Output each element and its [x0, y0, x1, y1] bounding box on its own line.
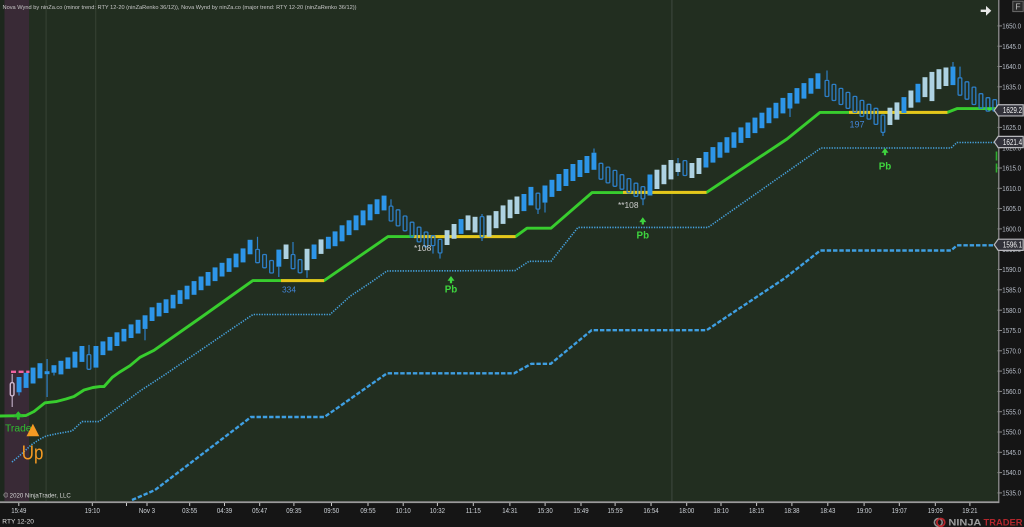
- svg-text:1560.0: 1560.0: [1002, 387, 1021, 396]
- svg-text:1555.0: 1555.0: [1002, 407, 1021, 416]
- svg-text:Nov 3: Nov 3: [139, 506, 155, 515]
- svg-text:04:39: 04:39: [217, 506, 232, 515]
- svg-text:15:59: 15:59: [608, 506, 623, 515]
- svg-text:1640.0: 1640.0: [1002, 62, 1021, 71]
- svg-text:Nova Wynd by ninZa.co (minor t: Nova Wynd by ninZa.co (minor trend: RTY …: [3, 5, 357, 11]
- svg-text:09:50: 09:50: [324, 506, 339, 515]
- svg-text:© 2020 NinjaTrader, LLC: © 2020 NinjaTrader, LLC: [4, 492, 72, 499]
- svg-text:18:43: 18:43: [820, 506, 835, 515]
- svg-text:Up: Up: [22, 443, 44, 465]
- svg-text:1585.0: 1585.0: [1002, 285, 1021, 294]
- svg-text:1610.0: 1610.0: [1002, 184, 1021, 193]
- svg-text:1605.0: 1605.0: [1002, 204, 1021, 213]
- svg-text:18:00: 18:00: [679, 506, 694, 515]
- svg-text:15:30: 15:30: [538, 506, 553, 515]
- svg-text:10:10: 10:10: [396, 506, 411, 515]
- svg-text:Pb: Pb: [637, 230, 650, 241]
- svg-text:05:47: 05:47: [252, 506, 267, 515]
- svg-text:1575.0: 1575.0: [1002, 326, 1021, 335]
- svg-text:1590.0: 1590.0: [1002, 265, 1021, 274]
- svg-text:1615.0: 1615.0: [1002, 164, 1021, 173]
- svg-text:*108: *108: [414, 243, 432, 253]
- svg-text:Pb: Pb: [879, 161, 892, 172]
- svg-text:1540.0: 1540.0: [1002, 468, 1021, 477]
- svg-text:NINJA: NINJA: [948, 517, 981, 527]
- svg-text:Pb: Pb: [445, 284, 458, 295]
- svg-text:1535.0: 1535.0: [1002, 489, 1021, 498]
- svg-text:1545.0: 1545.0: [1002, 448, 1021, 457]
- svg-text:1629.2: 1629.2: [1003, 106, 1022, 115]
- svg-text:09:35: 09:35: [286, 506, 301, 515]
- svg-text:Trade: Trade: [5, 423, 32, 434]
- svg-text:1650.0: 1650.0: [1002, 21, 1021, 30]
- svg-text:14:31: 14:31: [502, 506, 517, 515]
- svg-text:TRADER: TRADER: [984, 517, 1023, 527]
- svg-text:1570.0: 1570.0: [1002, 346, 1021, 355]
- svg-text:334: 334: [282, 285, 296, 295]
- svg-text:11:15: 11:15: [466, 506, 481, 515]
- svg-text:15:49: 15:49: [11, 506, 26, 515]
- svg-text:1645.0: 1645.0: [1002, 42, 1021, 51]
- svg-text:19:07: 19:07: [892, 506, 907, 515]
- svg-text:1550.0: 1550.0: [1002, 428, 1021, 437]
- svg-text:F: F: [1015, 2, 1020, 12]
- svg-text:16:54: 16:54: [643, 506, 658, 515]
- svg-text:1625.0: 1625.0: [1002, 123, 1021, 132]
- svg-text:1621.4: 1621.4: [1003, 138, 1023, 147]
- svg-text:18:38: 18:38: [784, 506, 799, 515]
- svg-text:09:55: 09:55: [360, 506, 375, 515]
- svg-text:1596.1: 1596.1: [1003, 241, 1022, 250]
- svg-text:1600.0: 1600.0: [1002, 225, 1021, 234]
- svg-text:18:10: 18:10: [713, 506, 728, 515]
- svg-text:1580.0: 1580.0: [1002, 306, 1021, 315]
- svg-text:197: 197: [850, 120, 865, 130]
- svg-text:19:00: 19:00: [857, 506, 872, 515]
- svg-text:**108: **108: [618, 200, 639, 210]
- svg-text:19:21: 19:21: [962, 506, 977, 515]
- svg-text:RTY 12-20: RTY 12-20: [2, 519, 34, 526]
- svg-text:18:15: 18:15: [749, 506, 764, 515]
- svg-text:19:09: 19:09: [928, 506, 943, 515]
- svg-text:1635.0: 1635.0: [1002, 82, 1021, 91]
- svg-text:15:49: 15:49: [573, 506, 588, 515]
- svg-text:1565.0: 1565.0: [1002, 367, 1021, 376]
- svg-text:03:55: 03:55: [182, 506, 197, 515]
- svg-text:10:32: 10:32: [430, 506, 445, 515]
- svg-text:19:10: 19:10: [85, 506, 100, 515]
